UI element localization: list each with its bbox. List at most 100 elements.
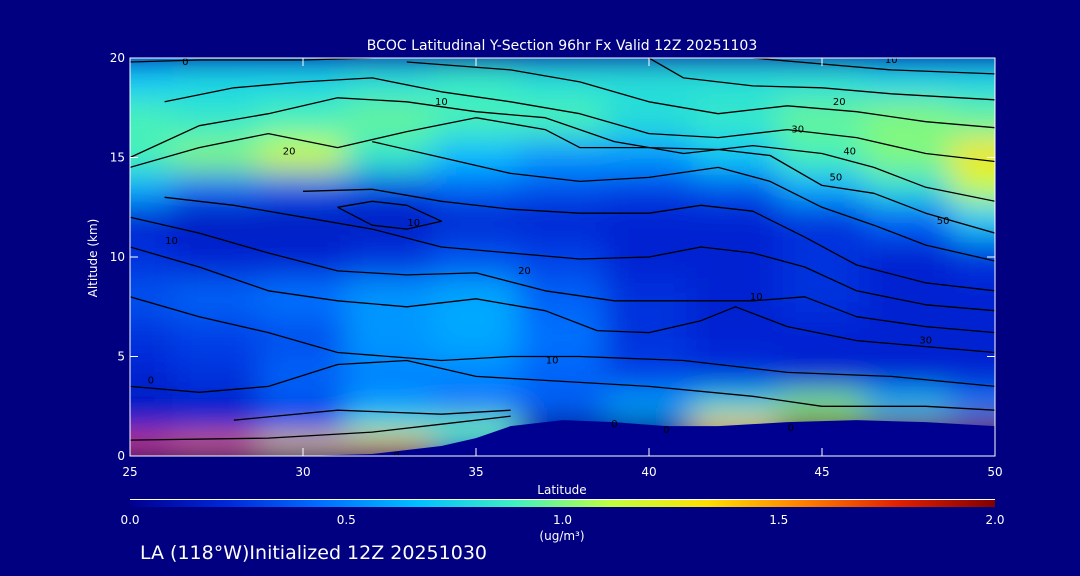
- heatmap-cell: [172, 415, 261, 438]
- heatmap-cell: [130, 136, 175, 174]
- y-axis-label: Altitude (km): [86, 219, 100, 298]
- contour-line: [648, 58, 995, 101]
- heatmap-cell: [777, 236, 867, 278]
- heatmap-cell: [777, 390, 867, 418]
- heatmap-cell: [172, 58, 261, 99]
- heatmap-cell: [130, 315, 175, 358]
- heatmap-cell: [864, 171, 953, 204]
- contour-line: [372, 140, 995, 262]
- contour-label: 0: [611, 419, 617, 430]
- heatmap-cell: [172, 275, 261, 318]
- heatmap-cell: [518, 315, 607, 358]
- contour-line: [130, 296, 995, 388]
- heatmap-cell: [518, 201, 607, 239]
- contour-label: 0: [182, 57, 188, 68]
- heatmap-cell: [864, 236, 953, 278]
- contour-label: 20: [518, 266, 531, 277]
- contour-line: [164, 196, 995, 312]
- heatmap-cell: [345, 201, 434, 239]
- colorbar-tick-label: 1.5: [769, 513, 788, 527]
- heatmap-cell: [604, 201, 694, 239]
- heatmap-cell: [691, 236, 780, 278]
- heatmap-cell: [431, 201, 521, 239]
- heatmap-cell: [258, 236, 348, 278]
- heatmap-cell: [431, 390, 521, 418]
- heatmap-cell: [172, 136, 261, 174]
- colorbar-ticks: 0.0 0.5 1.0 1.5 2.0: [120, 513, 1004, 527]
- heatmap-cell: [604, 315, 694, 358]
- heatmap-cell: [691, 58, 780, 99]
- heatmap-cell: [172, 171, 261, 204]
- contour-line: [130, 117, 995, 234]
- heatmap-cell: [172, 355, 261, 393]
- contour-line: [130, 415, 511, 441]
- heatmap-cell: [950, 171, 995, 204]
- y-tick-label: 15: [110, 151, 125, 165]
- contour-label: 10: [546, 355, 559, 366]
- y-tick-label: 10: [110, 250, 125, 264]
- heatmap-cell: [950, 58, 995, 99]
- terrain-mask: [130, 420, 995, 456]
- x-tick-label: 50: [987, 465, 1002, 479]
- heatmap-cell: [777, 315, 867, 358]
- heatmap-cell: [691, 355, 780, 393]
- heatmap-cell: [130, 96, 175, 139]
- heatmap-cell: [345, 275, 434, 318]
- heatmap-cell: [431, 355, 521, 393]
- heatmap-cell: [518, 275, 607, 318]
- heatmap-cell: [172, 315, 261, 358]
- heatmap-cell: [864, 390, 953, 418]
- contour-labels: 0 10 10 20 30 40 50 50 20 10 10 20 10 30 10 0 0 0 0 0: [148, 55, 950, 462]
- contour-label: 10: [885, 55, 898, 66]
- heatmap-cell: [777, 171, 867, 204]
- heatmap-cell: [604, 96, 694, 139]
- contour-label: 0: [788, 423, 794, 434]
- heatmap-cell: [864, 96, 953, 139]
- heatmap-cell: [864, 355, 953, 393]
- heatmap-cell: [130, 201, 175, 239]
- heatmap-cell: [130, 355, 175, 393]
- heatmap-cell: [431, 275, 521, 318]
- contour-line: [302, 188, 995, 292]
- heatmap-cell: [172, 435, 261, 456]
- contour-label: 50: [937, 216, 950, 227]
- heatmap-cell: [604, 390, 694, 418]
- x-axis-label: Latitude: [537, 483, 586, 497]
- heatmap-cell: [258, 355, 348, 393]
- heatmap-cell: [864, 58, 953, 99]
- heatmap-cell: [431, 136, 521, 174]
- contour-label: 30: [919, 336, 932, 347]
- plot-area: 0 10 10 20 30 40 50 50 20 10 10 20 10 30 10 0 0 0 0 0: [130, 55, 995, 462]
- heatmap-cell: [172, 236, 261, 278]
- y-tick-label: 20: [110, 51, 125, 65]
- heatmap-cell: [604, 171, 694, 204]
- contour-lines: [130, 58, 995, 441]
- colorbar-tick-label: 0.5: [337, 513, 356, 527]
- heatmap-cell: [518, 390, 607, 418]
- heatmap-cell: [691, 171, 780, 204]
- chart-title: BCOC Latitudinal Y-Section 96hr Fx Valid…: [367, 38, 757, 54]
- x-tick-label: 45: [814, 465, 829, 479]
- heatmap-cell: [950, 136, 995, 174]
- heatmap-cell: [518, 136, 607, 174]
- contour-label: 40: [843, 147, 856, 158]
- heatmap-cell: [518, 171, 607, 204]
- heatmap-cell: [345, 96, 434, 139]
- contour-label: 50: [829, 172, 842, 183]
- heatmap-cell: [130, 275, 175, 318]
- heatmap-cell: [431, 236, 521, 278]
- contour-label: 0: [393, 451, 399, 462]
- heatmap-cell: [258, 435, 348, 456]
- heatmap-cell: [130, 415, 175, 438]
- heatmap-cell: [864, 201, 953, 239]
- contour-label: 10: [750, 292, 763, 303]
- heatmap-cell: [258, 96, 348, 139]
- x-tick-label: 30: [295, 465, 310, 479]
- contour-label: 10: [407, 218, 420, 229]
- contour-line: [130, 216, 995, 334]
- heatmap-cell: [518, 58, 607, 99]
- heatmap-cell: [431, 171, 521, 204]
- heatmap-cell: [431, 315, 521, 358]
- contour-label: 30: [791, 125, 804, 136]
